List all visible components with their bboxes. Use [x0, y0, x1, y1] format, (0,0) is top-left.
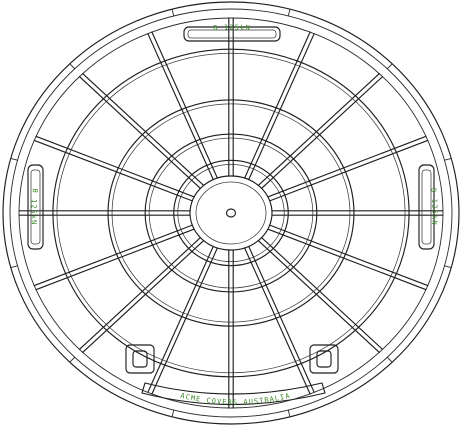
left-marking-text: B 125kN — [29, 188, 38, 226]
radial-rib-11-b — [78, 76, 202, 189]
keyhole-left — [125, 344, 155, 374]
top-marking-plate — [183, 26, 281, 42]
radial-rib-7-b — [82, 240, 205, 354]
rib-ring-3-inner — [148, 137, 314, 289]
radial-rib-3-b — [260, 237, 384, 350]
concentric-rings — [52, 48, 410, 378]
rib-ring-4-inner — [177, 163, 285, 263]
rim-notch-10 — [287, 8, 291, 17]
radial-rib-12-b — [147, 33, 214, 181]
rib-ring-2-inner — [111, 103, 351, 323]
radial-rib-6-b — [151, 247, 218, 395]
left-marking-plate — [27, 164, 44, 250]
top-marking-text: B 125kN — [213, 24, 251, 33]
rim-notch-5 — [69, 356, 76, 363]
radial-rib-10-a — [35, 135, 195, 198]
rim-notch-4 — [171, 409, 175, 418]
keyhole-right-slot — [316, 350, 332, 368]
rim-notch-1 — [444, 265, 452, 269]
rim-notch-11 — [386, 63, 393, 70]
radial-rib-3-a — [257, 240, 380, 354]
rib-ring-2-outer — [107, 99, 355, 327]
radial-rib-8-a — [33, 224, 193, 287]
radial-ribs — [18, 17, 444, 409]
rim-notches — [10, 8, 452, 418]
radial-rib-14-a — [248, 33, 315, 181]
rim-notch-2 — [386, 356, 393, 363]
center-hole — [225, 208, 237, 218]
bottom-marking-plate — [141, 382, 326, 406]
radial-rib-4-a — [244, 247, 311, 395]
left-plate-frame — [27, 164, 44, 250]
rib-ring-3-outer — [144, 133, 318, 293]
radial-rib-16-a — [269, 139, 429, 202]
radial-rib-11-a — [82, 72, 205, 186]
keyhole-left-slot — [132, 350, 148, 368]
radial-rib-15-a — [260, 76, 384, 189]
rim-notch-3 — [287, 409, 291, 418]
rim-inner-edge — [18, 17, 444, 409]
rim-notch-9 — [171, 8, 175, 17]
rib-ring-4-outer — [173, 159, 289, 267]
right-plate-inner — [421, 169, 432, 245]
rim-second-edge — [9, 8, 453, 418]
right-plate-frame — [418, 164, 435, 250]
keyhole-left-frame — [125, 344, 155, 374]
rib-ring-1-inner — [56, 52, 406, 374]
radial-rib-15-b — [257, 72, 380, 186]
top-marking-path: B 125kN — [213, 24, 250, 33]
right-marking-path: B 125kN — [429, 188, 437, 226]
left-plate-inner — [30, 169, 41, 245]
hub — [189, 175, 273, 251]
right-marking-text: B 125kN — [429, 188, 438, 226]
radial-rib-2-a — [267, 228, 427, 291]
radial-rib-6-a — [147, 245, 214, 393]
radial-rib-16-b — [267, 135, 427, 198]
radial-rib-8-b — [35, 228, 195, 291]
keyhole-right-frame — [309, 344, 339, 374]
radial-rib-2-b — [269, 224, 429, 287]
rim-notch-6 — [10, 265, 18, 269]
top-plate-inner — [187, 29, 277, 39]
radial-rib-4-b — [248, 245, 315, 393]
hub-inner — [195, 181, 267, 245]
bottom-plate-frame — [141, 382, 326, 406]
rim-notch-7 — [10, 157, 18, 161]
rim-notch-8 — [69, 63, 76, 70]
right-marking-plate — [418, 164, 435, 250]
radial-rib-7-a — [78, 237, 202, 350]
hub-outer — [189, 175, 273, 251]
radial-rib-12-a — [151, 31, 218, 179]
radial-rib-14-b — [244, 31, 311, 179]
radial-rib-10-b — [33, 139, 193, 202]
keyhole-right — [309, 344, 339, 374]
left-marking-path: B 125kN — [29, 188, 37, 226]
rim-notch-12 — [444, 157, 452, 161]
top-plate-frame — [183, 26, 281, 42]
rib-ring-1-outer — [52, 48, 410, 378]
